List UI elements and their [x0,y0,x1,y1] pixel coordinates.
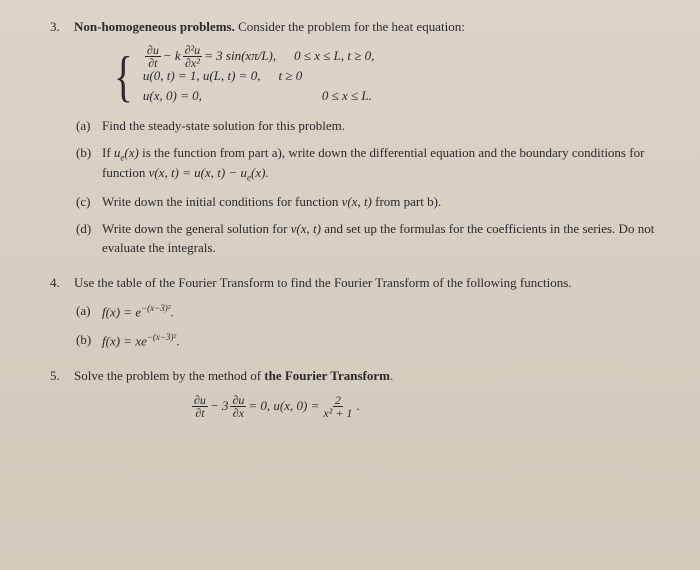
brace-icon: { [114,49,133,105]
problem-3-head: 3. Non-homogeneous problems. Consider th… [50,18,664,37]
eq5-rhs: = 0, u(x, 0) = [248,397,319,416]
text-3b: If ue(x) is the function from part a), w… [102,144,664,185]
text-3d: Write down the general solution for v(x,… [102,220,664,258]
subpart-4b: (b) f(x) = xe−(x−3)². [76,331,664,351]
eq-r1-minus: − k [163,47,181,66]
m-4a: f(x) = e [102,305,141,320]
problem-4-head: 4. Use the table of the Fourier Transfor… [50,274,664,293]
eq5-f3-top: 2 [333,394,343,407]
problem-3: 3. Non-homogeneous problems. Consider th… [50,18,664,258]
problem-5: 5. Solve the problem by the method of th… [50,367,664,419]
text-3c-1: Write down the initial conditions for fu… [102,194,342,209]
eq-r2-lhs: u(0, t) = 1, u(L, t) = 0, [143,67,261,86]
problem-3-equation: { ∂u∂t − k ∂²u∂x² = 3 sin(xπ/L), 0 ≤ x ≤… [110,47,664,107]
subpart-3a: (a) Find the steady-state solution for t… [76,117,664,136]
text-5-1: Solve the problem by the method of [74,368,264,383]
problem-5-title: Solve the problem by the method of the F… [74,367,664,386]
text-5-2: . [390,368,393,383]
exp-4b: −(x−3)² [147,332,176,342]
eq-row-3: u(x, 0) = 0, 0 ≤ x ≤ L. [143,87,375,107]
label-3d: (d) [76,220,102,258]
subpart-4a: (a) f(x) = e−(x−3)². [76,302,664,322]
problem-3-title-bold: Non-homogeneous problems. [74,19,235,34]
text-3b-1: If [102,145,114,160]
eq5-f2-bot: ∂x [231,407,246,419]
text-3d-1: Write down the general solution for [102,221,291,236]
page: 3. Non-homogeneous problems. Consider th… [0,0,700,570]
problem-4-subparts: (a) f(x) = e−(x−3)². (b) f(x) = xe−(x−3)… [76,302,664,350]
eq5-minus: − 3 [210,397,229,416]
problem-4-number: 4. [50,274,74,293]
eq-r3-lhs: u(x, 0) = 0, [143,87,202,106]
problem-3-title-rest: Consider the problem for the heat equati… [235,19,465,34]
dot-4b: . [176,333,179,348]
eq-r1-cond: 0 ≤ x ≤ L, t ≥ 0, [294,47,374,66]
eq5-f1-bot: ∂t [193,407,206,419]
subpart-3c: (c) Write down the initial conditions fo… [76,193,664,212]
m-3b-3: v(x, t) = u(x, t) − u [149,165,247,180]
m-3b-2: (x) [124,145,138,160]
eq-row-2: u(0, t) = 1, u(L, t) = 0, t ≥ 0 [143,67,375,87]
eq-r3-cond: 0 ≤ x ≤ L. [322,87,372,106]
problem-5-number: 5. [50,367,74,386]
problem-3-number: 3. [50,18,74,37]
label-4a: (a) [76,302,102,322]
problem-4-text: Use the table of the Fourier Transform t… [74,274,664,293]
dot-4a: . [170,305,173,320]
label-4b: (b) [76,331,102,351]
exp-4a: −(x−3)² [141,303,170,313]
eq-r2-cond: t ≥ 0 [278,67,302,86]
m-3b-4: (x). [251,165,269,180]
eq5-f3-bot: x² + 1 [321,407,354,419]
text-3c: Write down the initial conditions for fu… [102,193,664,212]
m-4b: f(x) = xe [102,333,147,348]
text-3c-2: from part b). [372,194,441,209]
problem-4: 4. Use the table of the Fourier Transfor… [50,274,664,351]
label-3a: (a) [76,117,102,136]
subpart-3b: (b) If ue(x) is the function from part a… [76,144,664,185]
problem-3-subparts: (a) Find the steady-state solution for t… [76,117,664,258]
m-3d-1: v(x, t) [291,221,321,236]
equation-rows: ∂u∂t − k ∂²u∂x² = 3 sin(xπ/L), 0 ≤ x ≤ L… [143,47,375,107]
eq5-f2-top: ∂u [230,394,246,407]
label-3c: (c) [76,193,102,212]
subpart-3d: (d) Write down the general solution for … [76,220,664,258]
m-3c-1: v(x, t) [342,194,372,209]
text-4a: f(x) = e−(x−3)². [102,302,664,322]
bold-5: the Fourier Transform [264,368,390,383]
problem-5-head: 5. Solve the problem by the method of th… [50,367,664,386]
eq-row-1: ∂u∂t − k ∂²u∂x² = 3 sin(xπ/L), 0 ≤ x ≤ L… [143,47,375,67]
problem-3-title: Non-homogeneous problems. Consider the p… [74,18,664,37]
eq5-dot: . [356,397,359,416]
text-3a: Find the steady-state solution for this … [102,117,664,136]
problem-5-equation: ∂u∂t − 3 ∂u∂x = 0, u(x, 0) = 2x² + 1 . [190,394,664,419]
eq-r1-rhs: = 3 sin(xπ/L), [204,47,276,66]
eq5-f1-top: ∂u [192,394,208,407]
text-4b: f(x) = xe−(x−3)². [102,331,664,351]
label-3b: (b) [76,144,102,185]
